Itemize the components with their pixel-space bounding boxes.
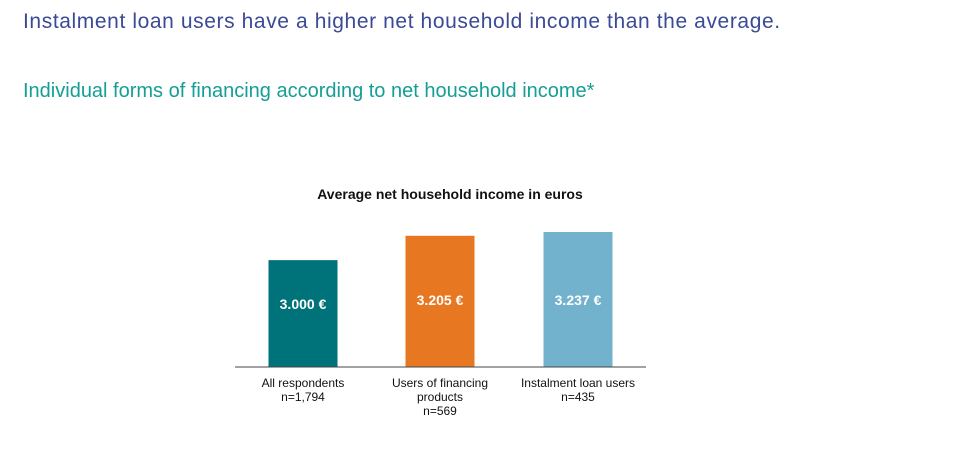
category-sample-size: n=435 [561, 390, 595, 404]
category-sample-size: n=1,794 [281, 390, 325, 404]
bar-3 [543, 232, 613, 367]
bar-value-label-1: 3.000 € [280, 296, 327, 312]
bar-2 [405, 235, 475, 367]
page-subheadline: Individual forms of financing according … [23, 80, 595, 102]
page-headline: Instalment loan users have a higher net … [23, 10, 781, 33]
category-label-1: All respondents n=1,794 [228, 376, 378, 404]
chart-title: Average net household income in euros [317, 186, 583, 202]
bar-value-label-3: 3.237 € [555, 292, 602, 308]
bar-value-label-2: 3.205 € [417, 292, 464, 308]
category-label-2: Users of financing products n=569 [365, 376, 515, 418]
category-name: Instalment loan users [520, 376, 636, 390]
category-name: All respondents [261, 376, 345, 390]
category-label-3: Instalment loan users n=435 [503, 376, 653, 404]
category-sample-size: n=569 [423, 404, 457, 418]
bar-1 [268, 260, 338, 367]
category-name: Users of financing products [391, 376, 489, 404]
